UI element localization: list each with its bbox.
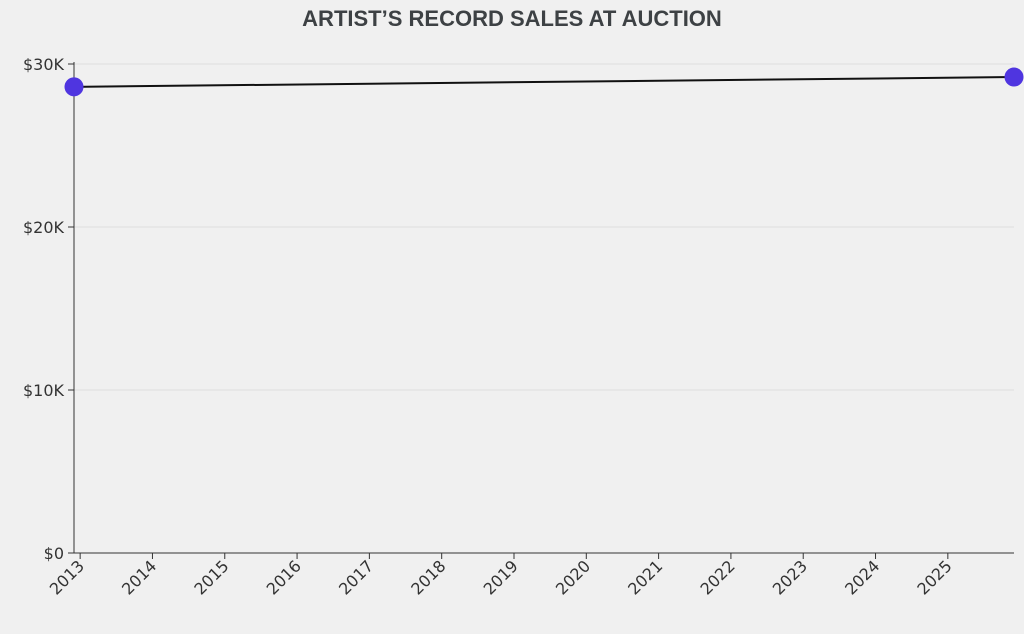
- x-tick-label: 2018: [407, 556, 449, 598]
- x-tick-label: 2020: [552, 556, 594, 598]
- data-point: [1004, 67, 1024, 87]
- y-axis-ticks: $0 $10K $20K $30K: [23, 55, 74, 563]
- chart-title: ARTIST’S RECORD SALES AT AUCTION: [302, 6, 722, 31]
- x-tick-label: 2017: [335, 556, 377, 598]
- x-tick-label: 2014: [118, 556, 160, 598]
- x-tick-label: 2025: [913, 556, 955, 598]
- x-tick-label: 2023: [769, 556, 811, 598]
- y-tick-label: $10K: [23, 381, 65, 400]
- x-axis-ticks: 2013 2014 2015 2016 2017 2018 2019 2020 2021 2022…: [46, 553, 956, 599]
- data-point: [64, 77, 84, 97]
- x-tick-label: 2024: [841, 556, 883, 598]
- y-tick-label: $20K: [23, 218, 65, 237]
- x-tick-label: 2022: [697, 556, 739, 598]
- y-tick-label: $0: [44, 544, 64, 563]
- x-tick-label: 2019: [480, 556, 522, 598]
- y-tick-label: $30K: [23, 55, 65, 74]
- series: [64, 67, 1024, 97]
- x-tick-label: 2021: [624, 556, 666, 598]
- grid-lines: [74, 63, 1014, 391]
- x-tick-label: 2016: [263, 556, 305, 598]
- x-tick-label: 2015: [190, 556, 232, 598]
- axes: [73, 62, 1014, 554]
- series-line: [73, 76, 1015, 88]
